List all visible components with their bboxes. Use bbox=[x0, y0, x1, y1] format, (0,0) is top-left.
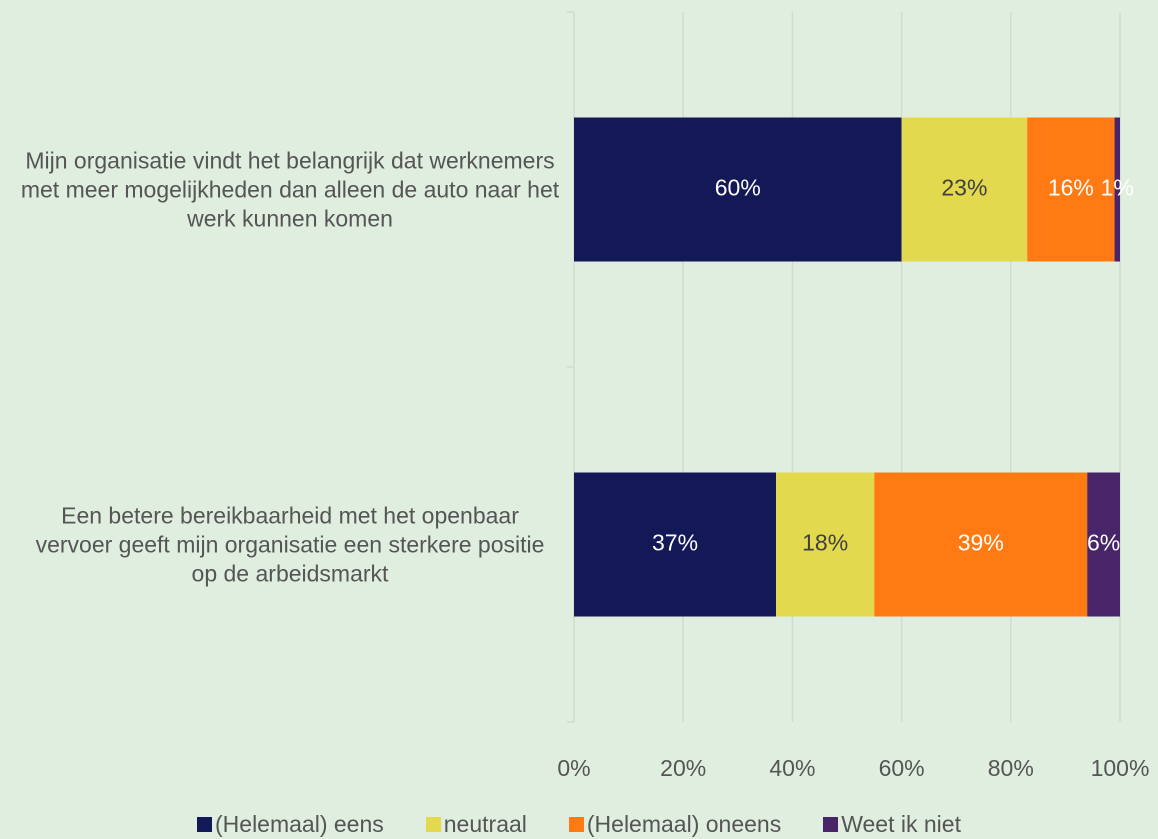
data-label: 60% bbox=[715, 175, 761, 201]
legend-swatch bbox=[425, 817, 441, 832]
data-label: 18% bbox=[802, 530, 848, 556]
bar-segment bbox=[901, 117, 1028, 262]
data-label: 37% bbox=[652, 530, 698, 556]
legend-swatch bbox=[197, 817, 213, 832]
bar-segment bbox=[574, 472, 777, 617]
data-label: 39% bbox=[958, 530, 1004, 556]
category-label: Mijn organisatie vindt het belangrijk da… bbox=[20, 147, 560, 231]
bar-segment bbox=[574, 117, 902, 262]
x-tick-label: 100% bbox=[1091, 755, 1150, 781]
legend-swatch bbox=[568, 817, 584, 832]
legend-label: (Helemaal) oneens bbox=[586, 811, 782, 837]
data-label: 1% bbox=[1101, 175, 1134, 201]
legend: (Helemaal) eens neutraal (Helemaal) oneens… bbox=[0, 811, 1158, 838]
legend-item: neutraal bbox=[425, 811, 527, 838]
legend-item: (Helemaal) oneens bbox=[568, 811, 782, 838]
legend-item: Weet ik niet bbox=[823, 811, 961, 838]
data-label: 16% bbox=[1048, 175, 1094, 201]
x-tick-label: 0% bbox=[557, 755, 590, 781]
x-tick-label: 60% bbox=[879, 755, 925, 781]
legend-label: neutraal bbox=[443, 811, 527, 837]
bar-segment bbox=[874, 472, 1088, 617]
x-tick-label: 40% bbox=[769, 755, 815, 781]
data-label: 23% bbox=[941, 175, 987, 201]
data-label: 6% bbox=[1087, 530, 1120, 556]
bar-segment bbox=[1087, 472, 1120, 617]
x-tick-label: 80% bbox=[988, 755, 1034, 781]
category-label: Een betere bereikbaarheid met het openba… bbox=[35, 502, 545, 586]
legend-label: (Helemaal) eens bbox=[215, 811, 384, 837]
legend-item: (Helemaal) eens bbox=[197, 811, 384, 838]
bar-segment bbox=[1027, 117, 1115, 262]
x-tick-label: 20% bbox=[660, 755, 706, 781]
legend-label: Weet ik niet bbox=[841, 811, 961, 837]
bar-segment bbox=[776, 472, 875, 617]
legend-swatch bbox=[823, 817, 839, 832]
bar-segment bbox=[1114, 117, 1120, 262]
